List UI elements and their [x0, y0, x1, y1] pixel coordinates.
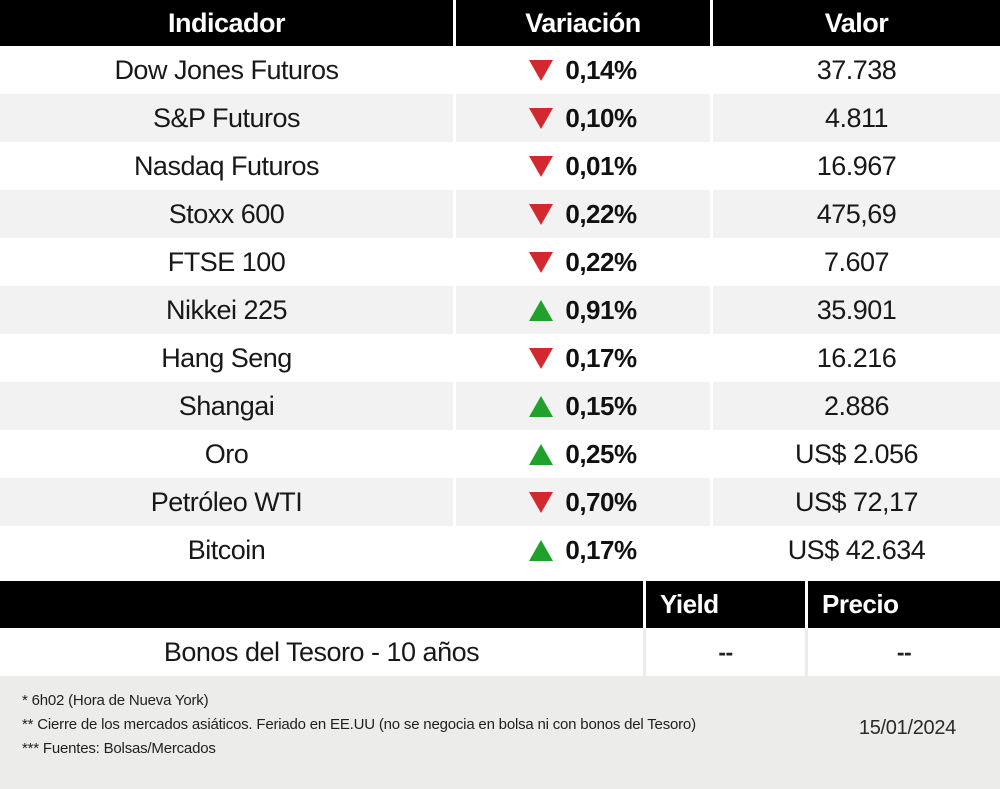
footnote-line: *** Fuentes: Bolsas/Mercados — [22, 740, 216, 757]
indicator-value: 35.901 — [710, 286, 1000, 334]
indicators-rows: Dow Jones Futuros 0,14% 37.738 S&P Futuros 0… — [0, 46, 1000, 574]
indicator-row: Bitcoin 0,17% US$ 42.634 — [0, 526, 1000, 574]
down-triangle-icon — [529, 203, 554, 225]
variation-cell: 0,91% — [453, 286, 710, 334]
variation-cell: 0,15% — [453, 382, 710, 430]
indicator-row: Hang Seng 0,17% 16.216 — [0, 334, 1000, 382]
down-triangle-icon — [529, 155, 554, 177]
indicator-row: Stoxx 600 0,22% 475,69 — [0, 190, 1000, 238]
indicator-row: Petróleo WTI 0,70% US$ 72,17 — [0, 478, 1000, 526]
variation-cell: 0,10% — [453, 94, 710, 142]
indicator-name: FTSE 100 — [167, 246, 286, 277]
header-indicador: Indicador — [167, 7, 286, 38]
variation-value: 0,91% — [565, 294, 637, 325]
variation-value: 0,15% — [565, 390, 637, 421]
indicator-row: Nasdaq Futuros 0,01% 16.967 — [0, 142, 1000, 190]
footnote-line: ** Cierre de los mercados asiáticos. Fer… — [22, 716, 696, 733]
variation-cell: 0,17% — [453, 334, 710, 382]
down-triangle-icon — [529, 347, 554, 369]
bond-price-value: -- — [805, 628, 1000, 676]
down-triangle-icon — [529, 491, 554, 513]
indicator-name: Bitcoin — [187, 534, 266, 565]
up-triangle-icon — [529, 395, 554, 417]
variation-value: 0,22% — [565, 246, 637, 277]
variation-value: 0,14% — [565, 54, 637, 85]
variation-value: 0,25% — [565, 438, 637, 469]
indicator-row: Nikkei 225 0,91% 35.901 — [0, 286, 1000, 334]
bond-yield-value: -- — [643, 628, 805, 676]
indicator-name: Stoxx 600 — [168, 198, 285, 229]
variation-value: 0,17% — [565, 342, 637, 373]
indicator-name: Shangai — [178, 390, 275, 421]
indicator-value: 2.886 — [710, 382, 1000, 430]
indicator-name: Dow Jones Futuros — [114, 54, 339, 85]
indicator-row: S&P Futuros 0,10% 4.811 — [0, 94, 1000, 142]
down-triangle-icon — [529, 59, 554, 81]
indicator-row: FTSE 100 0,22% 7.607 — [0, 238, 1000, 286]
header-precio: Precio — [805, 581, 1000, 628]
variation-value: 0,22% — [565, 198, 637, 229]
section-divider — [0, 574, 1000, 581]
header-yield: Yield — [643, 581, 805, 628]
variation-cell: 0,22% — [453, 190, 710, 238]
variation-value: 0,10% — [565, 102, 637, 133]
indicator-value: 4.811 — [710, 94, 1000, 142]
indicator-value: 37.738 — [710, 46, 1000, 94]
bond-header-row: Yield Precio — [0, 581, 1000, 628]
indicator-row: Shangai 0,15% 2.886 — [0, 382, 1000, 430]
variation-cell: 0,17% — [453, 526, 710, 574]
variation-cell: 0,01% — [453, 142, 710, 190]
indicator-name: Oro — [204, 438, 249, 469]
indicator-name: Hang Seng — [161, 342, 292, 373]
footnotes-section: * 6h02 (Hora de Nueva York) ** Cierre de … — [0, 676, 1000, 789]
indicator-value: US$ 72,17 — [710, 478, 1000, 526]
footnote-line: * 6h02 (Hora de Nueva York) — [22, 692, 209, 709]
bond-name: Bonos del Tesoro - 10 años — [163, 636, 480, 667]
up-triangle-icon — [529, 299, 554, 321]
indicator-value: 16.967 — [710, 142, 1000, 190]
footnotes-list: * 6h02 (Hora de Nueva York) ** Cierre de … — [22, 686, 696, 779]
variation-cell: 0,70% — [453, 478, 710, 526]
bond-row: Bonos del Tesoro - 10 años -- -- — [0, 628, 1000, 676]
variation-value: 0,70% — [565, 486, 637, 517]
indicator-value: 7.607 — [710, 238, 1000, 286]
indicator-name: Nikkei 225 — [165, 294, 288, 325]
indicator-value: US$ 2.056 — [710, 430, 1000, 478]
variation-cell: 0,22% — [453, 238, 710, 286]
indicator-value: US$ 42.634 — [710, 526, 1000, 574]
down-triangle-icon — [529, 251, 554, 273]
variation-value: 0,01% — [565, 150, 637, 181]
header-valor: Valor — [710, 0, 1000, 46]
header-variacion: Variación — [453, 0, 710, 46]
variation-value: 0,17% — [565, 534, 637, 565]
indicator-value: 475,69 — [710, 190, 1000, 238]
up-triangle-icon — [529, 443, 554, 465]
bond-header-spacer — [0, 581, 643, 628]
variation-cell: 0,14% — [453, 46, 710, 94]
indicator-name: Petróleo WTI — [150, 486, 303, 517]
up-triangle-icon — [529, 539, 554, 561]
indicator-row: Dow Jones Futuros 0,14% 37.738 — [0, 46, 1000, 94]
indicators-header-row: Indicador Variación Valor — [0, 0, 1000, 46]
indicator-row: Oro 0,25% US$ 2.056 — [0, 430, 1000, 478]
indicator-name: S&P Futuros — [152, 102, 301, 133]
indicator-value: 16.216 — [710, 334, 1000, 382]
down-triangle-icon — [529, 107, 554, 129]
indicator-name: Nasdaq Futuros — [133, 150, 320, 181]
variation-cell: 0,25% — [453, 430, 710, 478]
date-label: 15/01/2024 — [858, 717, 956, 739]
